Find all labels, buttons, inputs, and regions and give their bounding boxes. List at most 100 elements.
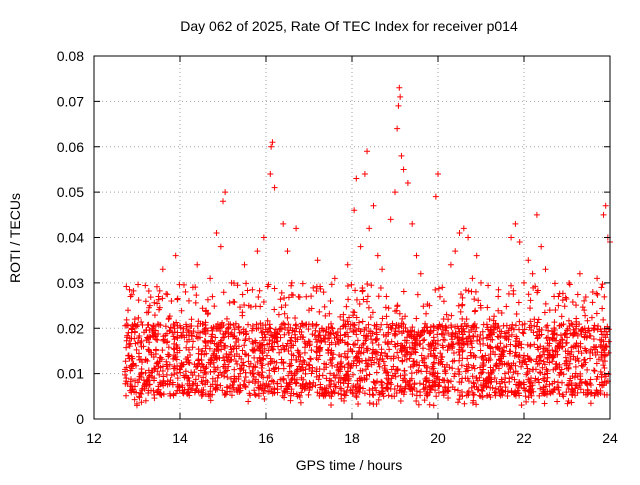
band-point	[516, 326, 523, 333]
band-point	[202, 330, 209, 337]
chart-title: Day 062 of 2025, Rate Of TEC Index for r…	[180, 18, 518, 34]
band-point	[293, 356, 300, 363]
band-point	[173, 356, 180, 363]
band-point	[250, 340, 257, 347]
band-point	[364, 280, 371, 287]
band-point	[444, 388, 451, 395]
band-point	[264, 341, 271, 348]
band-point	[276, 349, 283, 356]
band-point	[593, 376, 600, 383]
band-point	[143, 327, 150, 334]
data-point	[602, 202, 609, 209]
band-point	[370, 401, 377, 408]
band-point	[581, 297, 588, 304]
band-point	[473, 374, 480, 381]
band-point	[209, 327, 216, 334]
band-point	[601, 293, 608, 300]
band-point	[195, 350, 202, 357]
band-point	[576, 321, 583, 328]
band-point	[174, 296, 181, 303]
band-point	[240, 362, 247, 369]
band-point	[561, 303, 568, 310]
band-point	[171, 322, 178, 329]
band-point	[328, 402, 335, 409]
band-point	[394, 303, 401, 310]
band-point	[498, 309, 505, 316]
band-point	[145, 321, 152, 328]
band-point	[285, 330, 292, 337]
band-point	[569, 386, 576, 393]
band-point	[459, 294, 466, 301]
band-point	[593, 360, 600, 367]
band-point	[277, 334, 284, 341]
data-point	[364, 148, 371, 155]
band-point	[378, 321, 385, 328]
band-point	[294, 393, 301, 400]
band-point	[509, 321, 516, 328]
band-point	[200, 374, 207, 381]
data-point	[589, 288, 596, 295]
band-point	[353, 383, 360, 390]
band-point	[172, 353, 179, 360]
band-point	[301, 349, 308, 356]
band-point	[343, 371, 350, 378]
band-point	[407, 351, 414, 358]
band-point	[579, 304, 586, 311]
band-point	[341, 339, 348, 346]
band-point	[541, 388, 548, 395]
band-point	[469, 373, 476, 380]
band-point	[341, 364, 348, 371]
band-point	[133, 346, 140, 353]
band-point	[202, 339, 209, 346]
band-point	[123, 283, 130, 290]
band-point	[325, 324, 332, 331]
band-point	[434, 331, 441, 338]
data-point	[392, 189, 398, 196]
band-point	[396, 328, 403, 335]
band-point	[435, 382, 442, 389]
band-point	[231, 326, 238, 333]
band-point	[400, 321, 407, 328]
band-point	[252, 364, 259, 371]
band-point	[246, 379, 253, 386]
band-point	[320, 289, 327, 296]
band-point	[487, 364, 494, 371]
data-point	[430, 334, 437, 341]
band-point	[487, 384, 494, 391]
band-point	[423, 310, 430, 317]
band-point	[448, 331, 455, 338]
data-point	[265, 388, 272, 395]
band-point	[420, 345, 427, 352]
dense-band-markers	[122, 280, 612, 409]
band-point	[344, 318, 351, 325]
band-point	[527, 341, 534, 348]
band-point	[521, 352, 528, 359]
band-point	[487, 345, 494, 352]
band-point	[292, 338, 299, 345]
band-point	[327, 370, 334, 377]
band-point	[515, 299, 522, 306]
band-point	[554, 379, 561, 386]
band-point	[215, 341, 222, 348]
band-point	[379, 315, 386, 322]
band-point	[563, 389, 570, 396]
band-point	[500, 344, 507, 351]
band-point	[281, 310, 288, 317]
band-point	[228, 392, 235, 399]
band-point	[412, 340, 419, 347]
band-point	[489, 336, 496, 343]
band-point	[512, 338, 519, 345]
band-point	[528, 392, 535, 399]
band-point	[603, 328, 610, 335]
band-point	[432, 286, 439, 293]
data-point	[340, 311, 347, 318]
band-point	[364, 298, 371, 305]
band-point	[425, 341, 432, 348]
band-point	[217, 327, 224, 334]
band-point	[306, 387, 313, 394]
band-point	[534, 361, 541, 368]
band-point	[541, 361, 548, 368]
band-point	[475, 297, 482, 304]
band-point	[356, 375, 363, 382]
band-point	[572, 381, 579, 388]
